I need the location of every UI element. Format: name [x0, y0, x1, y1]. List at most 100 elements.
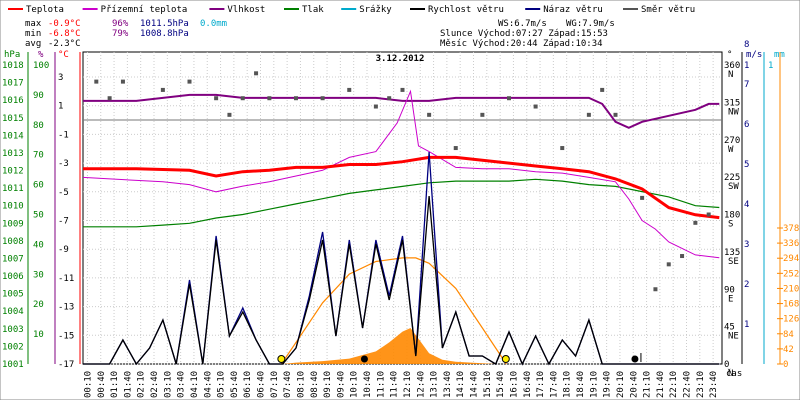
- legend-label: Tlak: [302, 5, 324, 15]
- pct-tick-label: 60: [33, 181, 44, 191]
- x-tick-label: 23:10: [696, 371, 706, 398]
- dir-tick-label: 270: [724, 136, 740, 146]
- sunrise-icon: [277, 355, 286, 363]
- series-solar-radiation: [282, 328, 496, 364]
- wind-dir-point: [427, 112, 432, 117]
- stat-moon: Měsíc Východ:20:44 Západ:10:34: [440, 39, 603, 49]
- x-tick-label: 22:10: [669, 371, 679, 398]
- x-tick-label: 02:10: [137, 371, 147, 398]
- pct-tick-label: 40: [33, 240, 44, 250]
- ms-tick-label: 1: [744, 320, 749, 330]
- x-tick-label: 18:40: [576, 371, 586, 398]
- hpa-tick-label: 1017: [2, 79, 24, 89]
- stat-sun: Slunce Východ:07:27 Západ:15:53: [440, 29, 608, 39]
- chart-title: 3.12.2012: [376, 54, 425, 64]
- wm2-tick-label: 42: [783, 345, 794, 355]
- wind-dir-point: [640, 195, 645, 200]
- hpa-tick-label: 1004: [2, 307, 24, 317]
- x-tick-label: 12:40: [416, 371, 426, 398]
- hpa-tick-label: 1008: [2, 237, 24, 247]
- x-tick-label: 10:40: [363, 371, 373, 398]
- wind-dir-point: [267, 96, 272, 101]
- stat-min-hum: 79%: [112, 29, 129, 39]
- wm2-tick-label: 336: [783, 239, 799, 249]
- x-tick-label: 01:40: [123, 371, 133, 398]
- series-pressure: [83, 178, 720, 228]
- dir-tick-label: 0: [724, 360, 729, 370]
- wind-dir-point: [187, 79, 192, 84]
- dir-tick-label: 135: [724, 248, 740, 258]
- axis-title-deg: °: [727, 50, 732, 60]
- x-tick-label: 11:40: [390, 371, 400, 398]
- x-tick-label: 13:40: [443, 371, 453, 398]
- wind-dir-point: [120, 79, 125, 84]
- wind-dir-point: [586, 112, 591, 117]
- dir-tick-label: 180: [724, 211, 740, 221]
- plot-area: [82, 51, 723, 365]
- axis-title-pct: %: [38, 50, 44, 60]
- x-tick-label: 06:10: [243, 371, 253, 398]
- hpa-tick-label: 1009: [2, 219, 24, 229]
- temp-tick-label: -7: [58, 217, 69, 227]
- x-tick-label: 09:40: [336, 371, 346, 398]
- pct-tick-label: 50: [33, 211, 44, 221]
- pct-tick-label: 80: [33, 121, 44, 131]
- wind-dir-point: [240, 96, 245, 101]
- wind-dir-point: [387, 96, 392, 101]
- sunset-icon: [501, 355, 510, 363]
- ms-tick-label: 6: [744, 120, 749, 130]
- temp-tick-label: -5: [58, 188, 69, 198]
- dir-tick-label: N: [728, 369, 733, 379]
- wind-dir-point: [94, 79, 99, 84]
- legend-label: Srážky: [359, 5, 392, 15]
- wind-dir-point: [254, 71, 259, 76]
- hpa-tick-label: 1002: [2, 342, 24, 352]
- x-tick-label: 20:40: [629, 371, 639, 398]
- hpa-tick-label: 1014: [2, 131, 24, 141]
- x-tick-label: 04:10: [190, 371, 200, 398]
- moonset-icon: [360, 355, 368, 363]
- x-axis-title: čas: [726, 368, 742, 379]
- hpa-tick-label: 1011: [2, 184, 24, 194]
- dir-tick-label: 315: [724, 98, 740, 108]
- wind-dir-point: [613, 112, 618, 117]
- dir-tick-label: SE: [728, 257, 739, 267]
- x-tick-label: 07:10: [270, 371, 280, 398]
- x-tick-label: 16:10: [509, 371, 519, 398]
- legend-label: Směr větru: [641, 5, 695, 15]
- x-tick-label: 14:10: [456, 371, 466, 398]
- dir-tick-label: 225: [724, 173, 740, 183]
- hpa-tick-label: 1015: [2, 114, 24, 124]
- x-tick-label: 06:40: [257, 371, 267, 398]
- temp-tick-label: -13: [58, 303, 74, 313]
- temp-tick-label: -1: [58, 130, 69, 140]
- x-tick-label: 18:10: [563, 371, 573, 398]
- x-tick-label: 12:10: [403, 371, 413, 398]
- temp-tick-label: -9: [58, 245, 69, 255]
- legend-label: Teplota: [26, 5, 64, 15]
- hpa-tick-label: 1001: [2, 360, 24, 370]
- wind-dir-point: [706, 212, 711, 217]
- stat-label: max: [25, 19, 42, 29]
- dir-tick-label: W: [728, 145, 734, 155]
- wm2-tick-label: 168: [783, 300, 799, 310]
- dir-tick-label: 360: [724, 61, 740, 71]
- x-tick-label: 04:40: [203, 371, 213, 398]
- hpa-tick-label: 1010: [2, 202, 24, 212]
- axis-title-mm: mm: [774, 50, 785, 60]
- dir-tick-label: SW: [728, 182, 739, 192]
- hpa-tick-label: 1012: [2, 167, 24, 177]
- x-tick-label: 02:40: [150, 371, 160, 398]
- ms-tick-label: 1: [744, 61, 749, 71]
- legend-label: Náraz větru: [543, 5, 603, 15]
- pct-tick-label: 20: [33, 300, 44, 310]
- wind-dir-point: [600, 87, 605, 92]
- x-tick-label: 03:40: [177, 371, 187, 398]
- temp-tick-label: -17: [58, 360, 74, 370]
- stat-min-temp: -6.8°C: [48, 29, 81, 39]
- wm2-tick-label: 294: [783, 254, 799, 264]
- stat-max-rain: 0.0mm: [200, 19, 227, 29]
- x-tick-label: 00:40: [97, 371, 107, 398]
- temp-tick-label: 1: [58, 102, 63, 112]
